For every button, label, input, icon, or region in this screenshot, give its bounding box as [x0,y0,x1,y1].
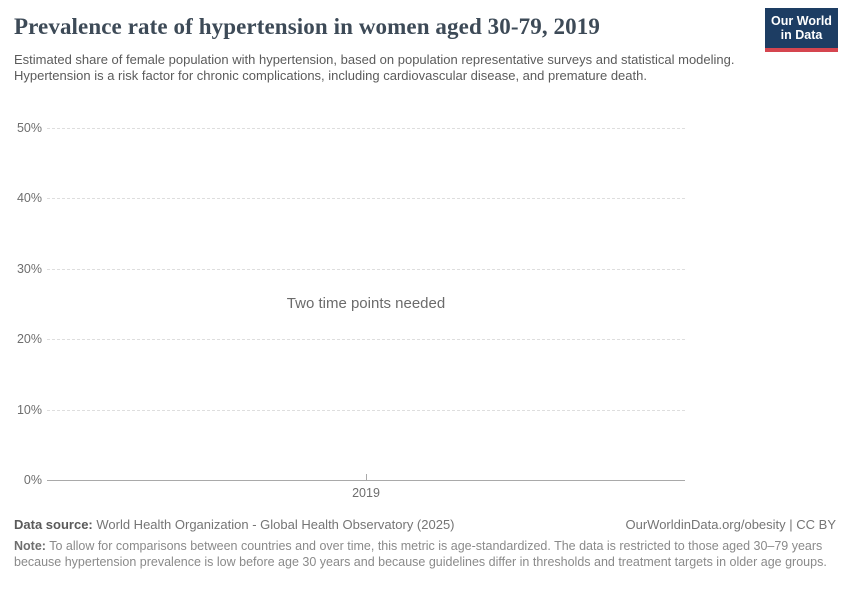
gridline-10 [47,410,685,411]
gridline-40 [47,198,685,199]
note-value: To allow for comparisons between countri… [14,539,827,569]
x-axis-tick-2019 [366,474,367,480]
note-label: Note: [14,539,46,553]
attribution-line: OurWorldinData.org/obesity | CC BY [625,517,837,532]
y-tick-label-20: 20% [16,332,42,346]
gridline-50 [47,128,685,129]
y-tick-label-0: 0% [23,473,42,487]
y-tick-label-10: 10% [16,403,42,417]
owid-logo-line1: Our World [771,13,832,28]
y-tick-label-30: 30% [16,262,42,276]
chart-title: Prevalence rate of hypertension in women… [14,14,600,39]
data-source-line: Data source: World Health Organization -… [14,517,836,533]
chart-subtitle: Estimated share of female population wit… [14,52,735,83]
x-tick-label-2019: 2019 [352,486,380,500]
owid-logo-line2: in Data [780,28,823,42]
empty-chart-message: Two time points needed [286,295,446,312]
owid-logo: Our World in Data [765,8,838,52]
data-source-value: World Health Organization - Global Healt… [92,517,455,532]
gridline-30 [47,269,685,270]
y-tick-label-50: 50% [16,121,42,135]
y-tick-label-40: 40% [16,191,42,205]
note-line: Note: To allow for comparisons between c… [14,538,838,570]
x-axis-line [47,480,685,481]
gridline-20 [47,339,685,340]
data-source-label: Data source: [14,517,93,532]
